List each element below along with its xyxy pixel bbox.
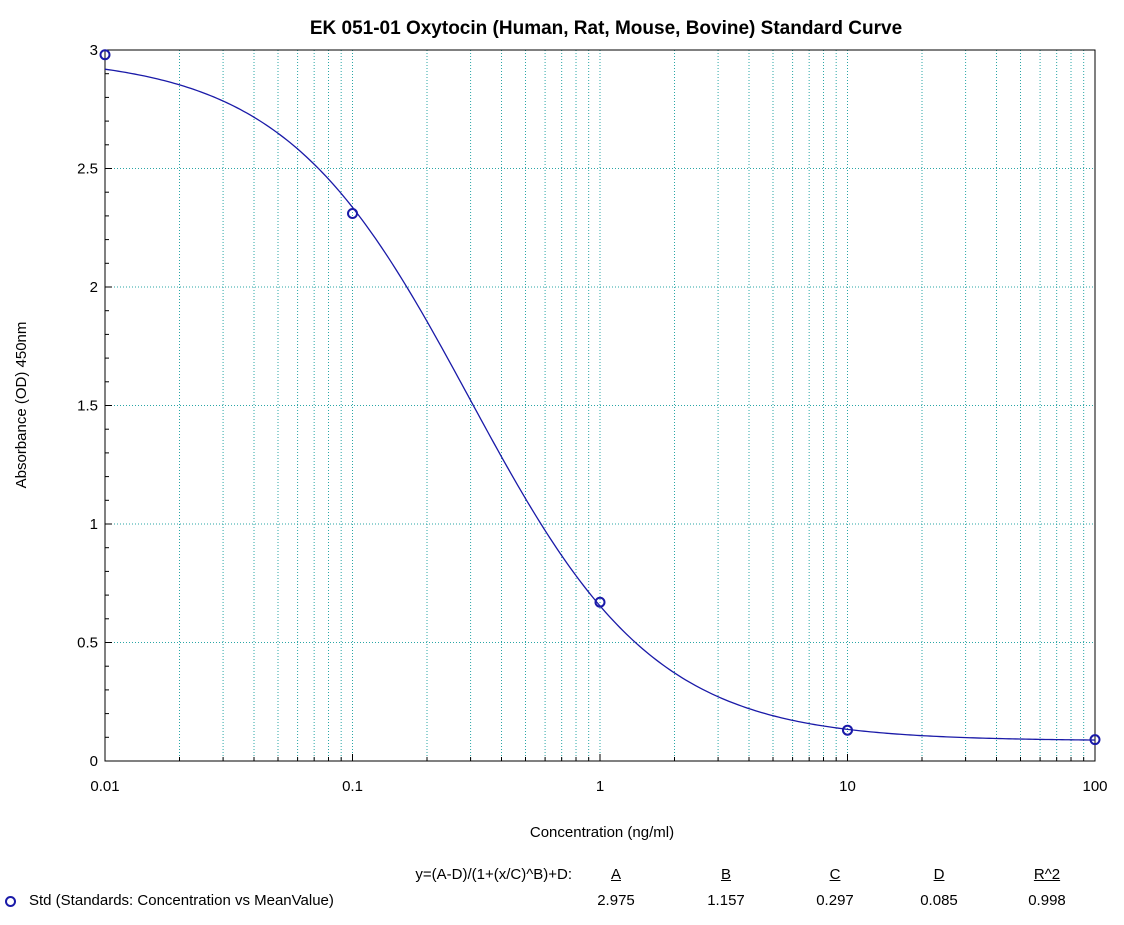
x-axis-label: Concentration (ng/ml): [530, 824, 674, 841]
y-tick-label: 0: [90, 753, 98, 770]
param-c-value: 0.297: [816, 892, 854, 909]
std-series-label: Std (Standards: Concentration vs MeanVal…: [29, 892, 334, 909]
y-tick-label: 1: [90, 516, 98, 533]
chart-title: EK 051-01 Oxytocin (Human, Rat, Mouse, B…: [310, 18, 902, 39]
x-tick-label: 100: [1082, 778, 1107, 795]
data-point: [347, 208, 358, 220]
param-a-header: A: [610, 866, 621, 883]
data-point: [842, 724, 853, 736]
fit-equation: y=(A-D)/(1+(x/C)^B)+D:: [415, 866, 572, 883]
standard-curve-chart: EK 051-01 Oxytocin (Human, Rat, Mouse, B…: [13, 18, 1108, 841]
axis-ticks: [105, 49, 1085, 762]
y-tick-label: 2.5: [77, 161, 98, 178]
y-tick-label: 1.5: [77, 398, 98, 415]
y-tick-label: 0.5: [77, 635, 98, 652]
param-c-header: C: [829, 866, 841, 883]
y-axis-tick-labels: 0 0.5 1 1.5 2 2.5 3: [77, 42, 98, 770]
grid: [105, 50, 1095, 761]
legend: y=(A-D)/(1+(x/C)^B)+D: A B C D R^2 Std (…: [0, 866, 1124, 925]
param-a-value: 2.975: [597, 892, 635, 909]
y-tick-label: 3: [90, 42, 98, 59]
r-squared-header: R^2: [1033, 866, 1061, 883]
y-axis-label: Absorbance (OD) 450nm: [13, 322, 30, 489]
param-b-value: 1.157: [707, 892, 745, 909]
x-axis-tick-labels: 0.01 0.1 1 10 100: [90, 778, 1107, 795]
x-tick-label: 10: [839, 778, 856, 795]
y-tick-label: 2: [90, 279, 98, 296]
data-point: [594, 596, 606, 608]
fit-parameters-header: y=(A-D)/(1+(x/C)^B)+D: A B C D R^2: [0, 866, 1124, 890]
x-tick-label: 1: [596, 778, 604, 795]
x-tick-label: 0.01: [90, 778, 119, 795]
param-d-value: 0.085: [920, 892, 958, 909]
data-point: [1089, 734, 1101, 746]
circle-marker-icon: [5, 896, 16, 907]
r-squared-value: 0.998: [1028, 892, 1066, 909]
data-point: [99, 49, 111, 61]
param-d-header: D: [933, 866, 945, 883]
std-series-row: Std (Standards: Concentration vs MeanVal…: [0, 892, 1124, 916]
param-b-header: B: [720, 866, 731, 883]
x-tick-label: 0.1: [342, 778, 363, 795]
data-points: [99, 49, 1101, 746]
